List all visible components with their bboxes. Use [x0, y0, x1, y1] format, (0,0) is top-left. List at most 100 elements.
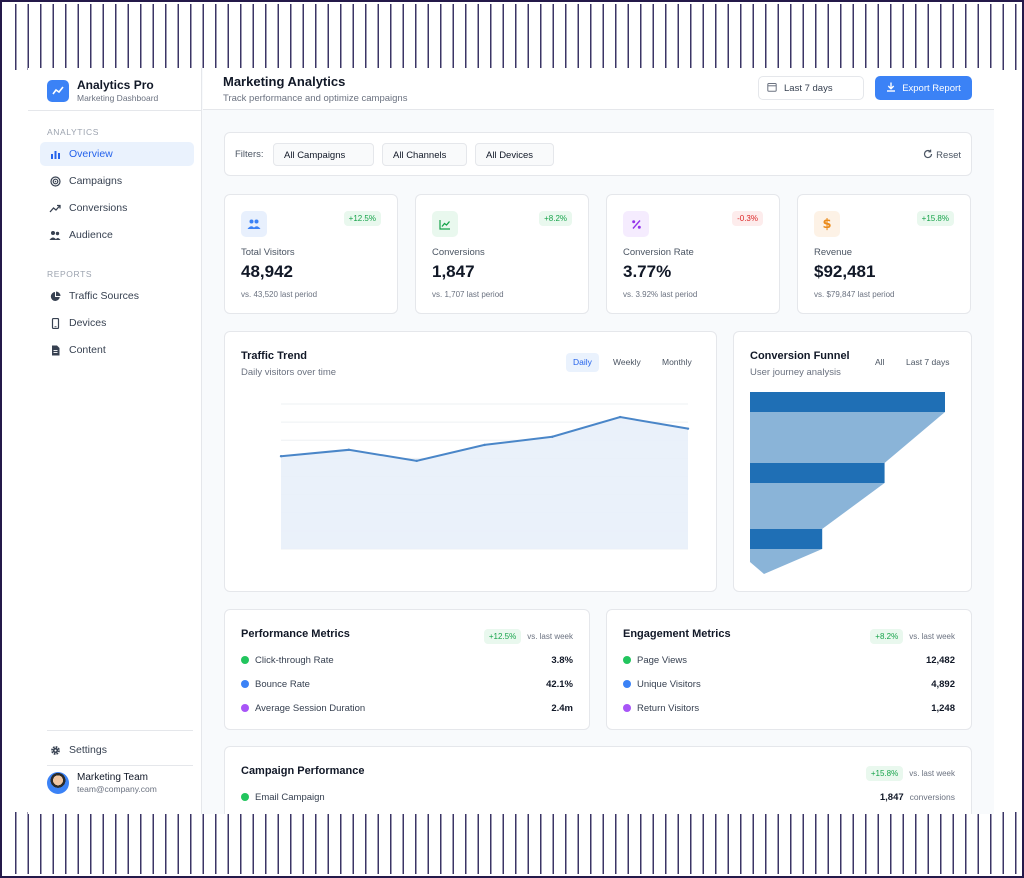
stat-label: Conversion Rate [623, 247, 694, 258]
user-email: team@company.com [77, 784, 157, 794]
user-name: Marketing Team [77, 772, 148, 783]
metric-value: 4,892 [931, 678, 955, 690]
pie-chart-icon [49, 290, 61, 302]
trend-up-icon [49, 202, 61, 214]
funnel-chart [750, 392, 945, 574]
traffic-title: Traffic Trend [241, 350, 308, 362]
comparison-label: vs. last week [527, 632, 573, 641]
status-dot [623, 680, 631, 688]
sidebar-item-devices[interactable]: Devices [40, 311, 194, 335]
stat-compare: vs. 3.92% last period [623, 290, 698, 299]
stat-card-conversion-rate[interactable]: -0.3% Conversion Rate 3.77% vs. 3.92% la… [606, 194, 780, 314]
funnel-filter-all[interactable]: All [875, 357, 885, 367]
area-fill [281, 417, 688, 549]
traffic-area-chart [279, 403, 690, 550]
data-point [686, 427, 690, 430]
conversion-funnel-card: Conversion Funnel User journey analysis … [733, 331, 972, 592]
user-profile[interactable]: Marketing Team team@company.com [47, 772, 157, 794]
sidebar-item-audience[interactable]: Audience [40, 223, 194, 247]
reset-label: Reset [936, 150, 961, 161]
divider [28, 110, 202, 111]
tab-daily[interactable]: Daily [566, 353, 599, 372]
mobile-icon [49, 317, 61, 329]
gear-icon [49, 744, 61, 756]
metric-label: Return Visitors [637, 702, 700, 714]
divider [47, 730, 193, 731]
stat-label: Total Visitors [241, 247, 295, 258]
stat-value: $92,481 [814, 262, 876, 281]
line-chart-icon [432, 211, 458, 237]
funnel-filter-period[interactable]: Last 7 days [906, 357, 950, 367]
divider [47, 765, 193, 766]
sidebar-item-content[interactable]: Content [40, 338, 194, 362]
campaign-performance-card: Campaign Performance +15.8% vs. last wee… [224, 746, 972, 814]
funnel-title: Conversion Funnel [750, 350, 850, 362]
page-title: Marketing Analytics [223, 74, 346, 89]
change-badge: +8.2% [539, 211, 572, 226]
metric-value: 12,482 [925, 654, 955, 666]
chart-logo-icon [47, 79, 69, 102]
metric-row: Bounce Rate 42.1% [241, 677, 573, 691]
sidebar-item-label: Campaigns [69, 175, 123, 187]
stat-card-visitors[interactable]: +12.5% Total Visitors 48,942 vs. 43,520 … [224, 194, 398, 314]
status-dot [623, 656, 631, 664]
data-point [551, 435, 554, 438]
metric-row: Page Views 12,482 [623, 653, 955, 667]
metric-label: Average Session Duration [255, 702, 366, 714]
tab-monthly[interactable]: Monthly [662, 357, 692, 367]
funnel-stage-bar [750, 392, 945, 412]
sidebar-item-label: Conversions [69, 202, 128, 214]
sidebar-item-label: Overview [69, 148, 113, 160]
change-badge: +15.8% [916, 211, 954, 226]
decorative-stripes-top [4, 4, 1020, 70]
sidebar-item-overview[interactable]: Overview [40, 142, 194, 166]
stat-value: 48,942 [241, 262, 293, 281]
data-point [347, 448, 351, 452]
engagement-comparison: +8.2% vs. last week [870, 629, 955, 644]
stat-card-conversions[interactable]: +8.2% Conversions 1,847 vs. 1,707 last p… [415, 194, 589, 314]
bar-chart-icon [49, 148, 61, 160]
metric-value: 3.8% [551, 654, 573, 666]
decorative-stripes-bottom [4, 812, 1020, 874]
sidebar-item-settings[interactable]: Settings [40, 738, 194, 762]
data-point [618, 415, 622, 419]
reset-button[interactable]: Reset [923, 149, 961, 162]
campaign-name: Email Campaign [255, 791, 325, 803]
metric-row: Return Visitors 1,248 [623, 701, 955, 715]
avatar [47, 772, 69, 794]
stat-label: Revenue [814, 247, 853, 258]
export-report-button[interactable]: Export Report [875, 76, 972, 100]
sidebar-item-label: Traffic Sources [69, 290, 140, 302]
change-badge: +12.5% [343, 211, 381, 226]
change-badge: +8.2% [870, 629, 904, 644]
engagement-metrics-card: Engagement Metrics +8.2% vs. last week P… [606, 609, 972, 730]
funnel-stage-bar [750, 529, 823, 549]
sidebar-item-conversions[interactable]: Conversions [40, 196, 194, 220]
device-filter-select[interactable]: All Devices [475, 143, 554, 166]
campaign-filter-select[interactable]: All Campaigns [273, 143, 374, 166]
sidebar-item-campaigns[interactable]: Campaigns [40, 169, 194, 193]
export-label: Export Report [902, 82, 961, 94]
sidebar-item-traffic-sources[interactable]: Traffic Sources [40, 284, 194, 308]
change-badge: -0.3% [732, 211, 763, 226]
metric-row: Click-through Rate 3.8% [241, 653, 573, 667]
date-range-button[interactable]: Last 7 days [758, 76, 864, 100]
metric-label: Unique Visitors [637, 678, 701, 690]
calendar-icon [767, 82, 777, 95]
status-dot [623, 704, 631, 712]
tab-weekly[interactable]: Weekly [613, 357, 641, 367]
channel-filter-select[interactable]: All Channels [382, 143, 467, 166]
settings-label: Settings [69, 744, 107, 756]
stat-value: 1,847 [432, 262, 475, 281]
data-point [415, 459, 418, 463]
metric-label: Page Views [637, 654, 687, 666]
stat-value: 3.77% [623, 262, 672, 281]
sidebar-item-label: Content [69, 344, 106, 356]
campaign-value: 1,847 [879, 791, 904, 803]
campaign-row[interactable]: Email Campaign 1,847 conversions [241, 790, 955, 804]
metric-row: Unique Visitors 4,892 [623, 677, 955, 691]
brand[interactable]: Analytics Pro Marketing Dashboard [47, 78, 158, 103]
stat-card-revenue[interactable]: $ +15.8% Revenue $92,481 vs. $79,847 las… [797, 194, 971, 314]
comparison-label: vs. last week [909, 769, 955, 778]
